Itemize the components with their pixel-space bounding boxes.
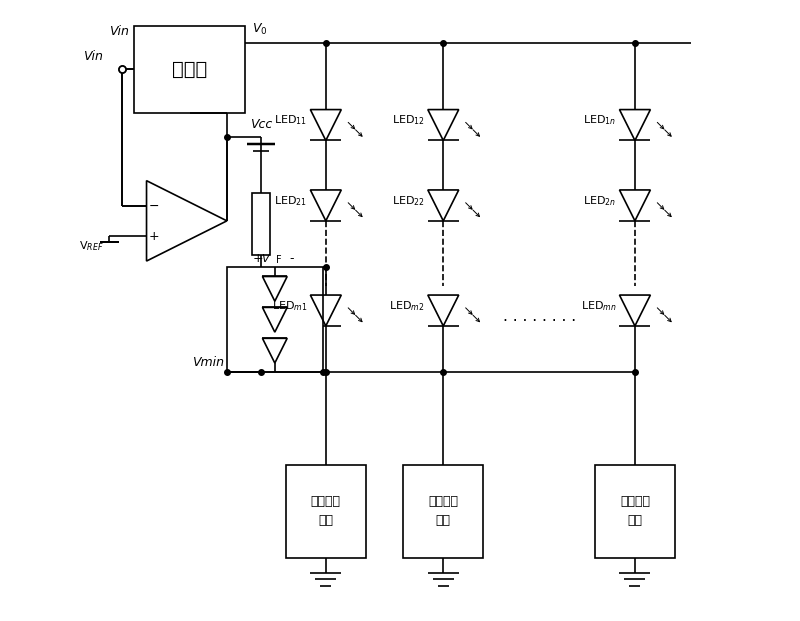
Bar [252, 193, 270, 255]
Text: 电压源: 电压源 [172, 60, 207, 79]
Text: Vcc: Vcc [250, 118, 272, 131]
Bar [227, 267, 322, 373]
Text: $-$: $-$ [148, 199, 159, 212]
Text: $+$: $+$ [148, 230, 159, 243]
Text: LED$_{{21} }$: LED$_{{21} }$ [274, 194, 307, 207]
Text: . . . . . . . .: . . . . . . . . [502, 309, 576, 324]
Text: LED$_{{11} }$: LED$_{{11} }$ [274, 114, 307, 127]
Text: Vmin: Vmin [192, 356, 224, 369]
Text: F: F [276, 255, 282, 265]
Text: 电流线性
调节: 电流线性 调节 [428, 496, 458, 527]
Text: 电流线性
调节: 电流线性 调节 [311, 496, 341, 527]
Bar [594, 465, 675, 558]
Text: LED$_{{2n} }$: LED$_{{2n} }$ [583, 194, 616, 207]
Bar [134, 26, 246, 112]
Text: LED$_{{mn} }$: LED$_{{mn} }$ [581, 299, 616, 313]
Text: 电流线性
调整: 电流线性 调整 [620, 496, 650, 527]
Text: LED$_{{22} }$: LED$_{{22} }$ [392, 194, 425, 207]
Text: -: - [290, 252, 294, 265]
Bar [286, 465, 366, 558]
Text: V$_0$: V$_0$ [252, 22, 267, 37]
Text: V$_{REF}$: V$_{REF}$ [78, 239, 103, 253]
Text: Vin: Vin [83, 50, 103, 63]
Text: LED$_{{1n} }$: LED$_{{1n} }$ [583, 114, 616, 127]
Text: LED$_{{m2} }$: LED$_{{m2} }$ [389, 299, 425, 313]
Text: V: V [261, 254, 269, 264]
Text: LED$_{{m1} }$: LED$_{{m1} }$ [271, 299, 307, 313]
Bar [403, 465, 483, 558]
Text: Vin: Vin [110, 25, 130, 39]
Text: LED$_{{12} }$: LED$_{{12} }$ [392, 114, 425, 127]
Text: +: + [252, 252, 263, 265]
